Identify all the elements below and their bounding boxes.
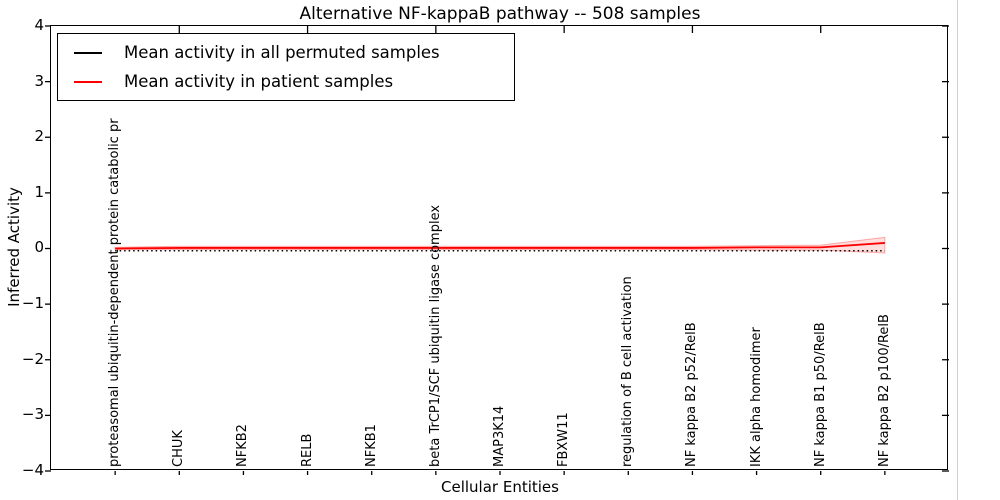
- red-line-sample-icon: [74, 80, 102, 83]
- y-tick-label: −4: [21, 461, 44, 479]
- x-axis-label: Cellular Entities: [441, 478, 559, 496]
- x-category-label: proteasomal ubiquitin-dependent protein …: [107, 118, 122, 467]
- x-category-label: beta TrCP1/SCF ubiquitin ligase complex: [428, 204, 443, 467]
- legend-label: Mean activity in patient samples: [124, 72, 394, 91]
- y-tick-label: −1: [21, 294, 44, 312]
- x-category-label: regulation of B cell activation: [620, 276, 635, 467]
- y-tick-label: 2: [34, 127, 44, 145]
- y-tick-label: 0: [34, 238, 44, 256]
- y-tick-label: 3: [34, 72, 44, 90]
- x-category-label: NF kappa B2 p100/RelB: [877, 314, 892, 467]
- x-category-label: NF kappa B1 p50/RelB: [813, 322, 828, 467]
- legend-entry-permuted: Mean activity in all permuted samples: [74, 38, 514, 67]
- legend-entry-patient: Mean activity in patient samples: [74, 67, 514, 96]
- x-category-label: NFKB2: [235, 424, 250, 467]
- x-category-label: FBXW11: [556, 412, 571, 467]
- legend: Mean activity in all permuted samples Me…: [57, 33, 515, 101]
- y-tick-label: −2: [21, 350, 44, 368]
- chart-title: Alternative NF-kappaB pathway -- 508 sam…: [299, 4, 701, 24]
- legend-label: Mean activity in all permuted samples: [124, 43, 440, 62]
- y-tick-label: 1: [34, 183, 44, 201]
- y-tick-label: −3: [21, 405, 44, 423]
- plot-canvas: [45, 25, 949, 475]
- x-category-label: RELB: [300, 433, 315, 467]
- window-edge-divider: [957, 0, 958, 500]
- x-category-label: CHUK: [171, 430, 186, 467]
- y-tick-label: 4: [34, 16, 44, 34]
- x-category-label: IKK alpha homodimer: [749, 327, 764, 467]
- x-category-label: MAP3K14: [492, 405, 507, 467]
- x-category-label: NFKB1: [364, 424, 379, 467]
- x-category-label: NF kappa B2 p52/RelB: [684, 322, 699, 467]
- black-line-sample-icon: [74, 51, 102, 54]
